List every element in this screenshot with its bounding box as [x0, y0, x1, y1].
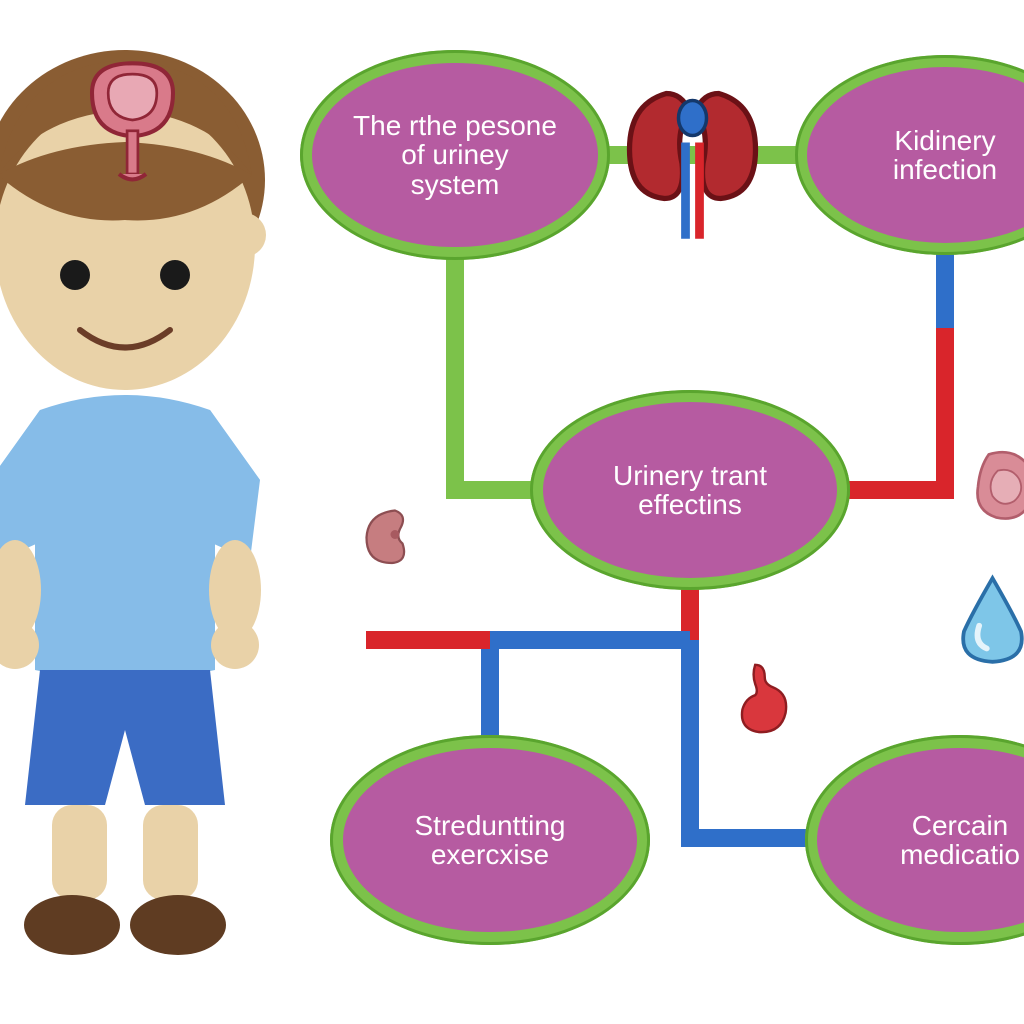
kidneys-icon — [605, 55, 780, 265]
bubble-center: Urinery tranteffectins — [530, 390, 850, 590]
urinary-organ-icon — [65, 40, 200, 200]
bubble-top_left: The rthe pesoneof urineysystem — [300, 50, 610, 260]
bubble-bot_left: Stredunttingexercxise — [330, 735, 650, 945]
water-drop-icon — [945, 560, 1024, 680]
connector-e7 — [490, 640, 690, 740]
infographic-canvas: The rthe pesoneof urineysystem Kidineryin… — [0, 0, 1024, 1024]
connector-e4 — [842, 328, 945, 490]
kidney-small-icon — [340, 500, 435, 575]
pink-organ-icon — [960, 430, 1024, 540]
stomach-icon — [720, 645, 800, 755]
bubble-text-bot_right: Cercainmedicatio — [900, 811, 1020, 870]
bubble-text-bot_left: Stredunttingexercxise — [414, 811, 565, 870]
connector-e2 — [455, 258, 538, 490]
bubble-text-top_left: The rthe pesoneof urineysystem — [353, 111, 557, 199]
bubble-text-top_right: Kidineryinfection — [893, 126, 997, 185]
bubble-text-center: Urinery tranteffectins — [613, 461, 767, 520]
